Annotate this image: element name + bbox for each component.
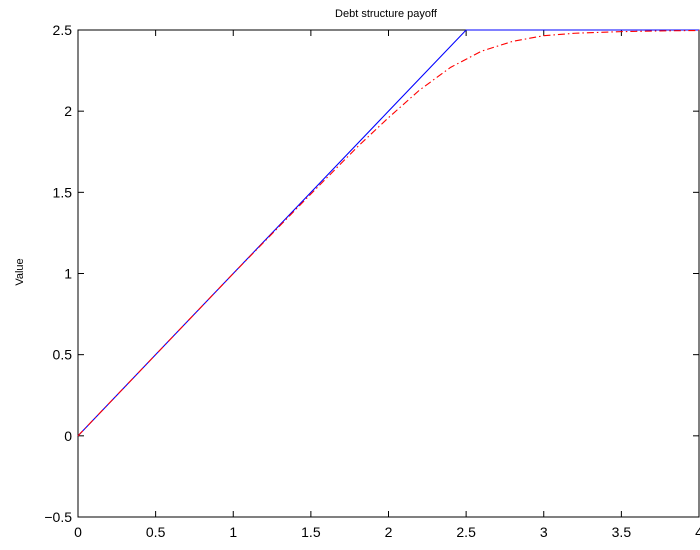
x-tick-label: 4 [695, 524, 700, 540]
x-tick-label: 1 [229, 524, 237, 540]
series-dashdot-line [77, 29, 700, 437]
chart-title: Debt structure payoff [335, 8, 438, 20]
x-tick-label: 3 [540, 524, 548, 540]
x-tick-label: 2 [385, 524, 393, 540]
y-axis: −0.5 0 0.5 1 1.5 2 2.5 [44, 22, 699, 525]
y-tick-label: 2.5 [53, 22, 73, 38]
x-axis: 0 0.5 1 1.5 2 2.5 3 3.5 4 [74, 30, 700, 540]
x-tick-label: 3.5 [612, 524, 632, 540]
x-tick-label: 2.5 [456, 524, 476, 540]
series-solid-line [77, 29, 699, 437]
y-tick-label: 0.5 [53, 347, 73, 363]
plot-frame [77, 29, 700, 518]
y-tick-label: 1 [64, 266, 72, 282]
y-tick-label: −0.5 [44, 509, 72, 525]
y-tick-label: 0 [64, 428, 72, 444]
x-tick-label: 0 [74, 524, 82, 540]
y-axis-label: Value [14, 258, 26, 285]
series-group [77, 29, 700, 437]
x-tick-label: 0.5 [146, 524, 166, 540]
y-tick-label: 2 [64, 103, 72, 119]
y-tick-label: 1.5 [53, 184, 73, 200]
x-tick-label: 1.5 [301, 524, 321, 540]
